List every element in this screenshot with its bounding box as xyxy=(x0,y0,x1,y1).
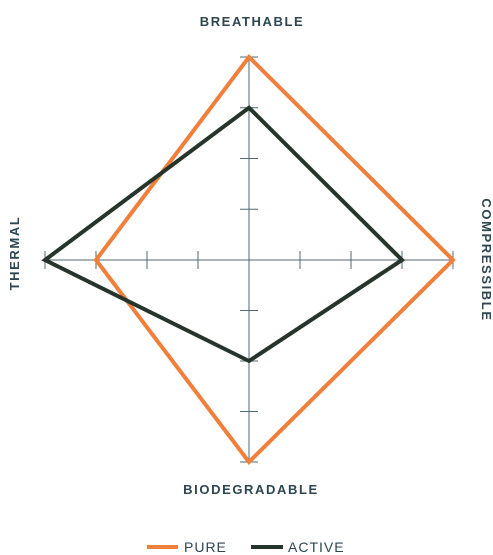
legend: PURE ACTIVE xyxy=(147,539,345,555)
legend-label-pure: PURE xyxy=(184,539,227,555)
axis-label-compressible: COMPRESSIBLE xyxy=(479,198,493,321)
series-group xyxy=(41,53,456,466)
series-pure-polygon xyxy=(93,53,456,466)
axis-label-breathable: BREATHABLE xyxy=(200,14,305,29)
series-active-polygon xyxy=(41,105,406,364)
axis-label-biodegradable: BIODEGRADABLE xyxy=(183,482,319,497)
legend-label-active: ACTIVE xyxy=(288,539,345,555)
axes-group xyxy=(44,56,454,463)
axis-label-thermal: THERMAL xyxy=(7,216,22,291)
